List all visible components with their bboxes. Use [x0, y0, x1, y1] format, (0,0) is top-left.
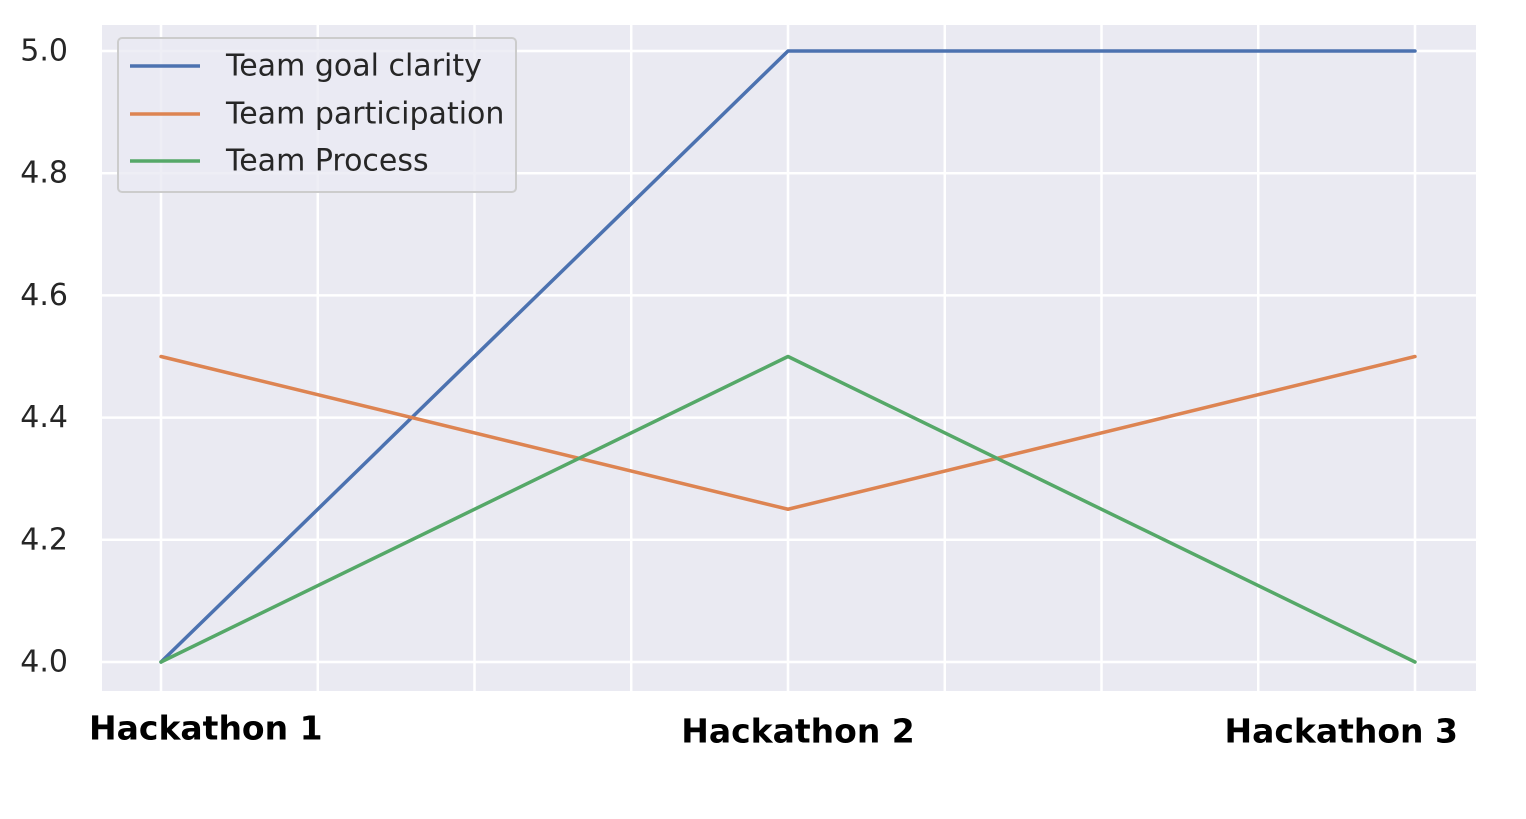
- legend-box: [117, 37, 517, 193]
- x-tick: Hackathon 2: [681, 712, 915, 751]
- y-tick: 5.0: [20, 34, 68, 69]
- x-axis-ticks: Hackathon 1 Hackathon 2 Hackathon 3: [89, 709, 1458, 751]
- series-line-team-participation: [159, 354, 1417, 511]
- y-tick-label: 5.0: [20, 34, 68, 69]
- y-tick-label: 4.4: [20, 400, 68, 435]
- y-tick: 4.0: [20, 645, 68, 680]
- y-axis-ticks: 4.0 4.2 4.4 4.6 4.8 5.0: [20, 34, 68, 680]
- x-tick-label: Hackathon 1: [89, 709, 323, 748]
- y-tick-label: 4.2: [20, 522, 68, 557]
- y-tick-label: 4.0: [20, 645, 68, 680]
- y-tick: 4.8: [20, 156, 68, 191]
- series-line-team-goal-clarity: [159, 49, 1417, 664]
- series-line-team-process: [159, 354, 1417, 664]
- y-tick-label: 4.6: [20, 278, 68, 313]
- x-tick-label: Hackathon 3: [1224, 712, 1458, 751]
- legend-label: Team participation: [225, 97, 504, 132]
- y-tick: 4.4: [20, 400, 68, 435]
- legend: Team goal clarity Team participation Team …: [117, 37, 517, 193]
- legend-label: Team Process: [225, 144, 429, 179]
- series-lines: [159, 49, 1417, 664]
- x-tick-label: Hackathon 2: [681, 712, 915, 751]
- x-tick: Hackathon 3: [1224, 712, 1458, 751]
- y-tick: 4.2: [20, 522, 68, 557]
- legend-label: Team goal clarity: [225, 49, 482, 84]
- y-tick-label: 4.8: [20, 156, 68, 191]
- y-tick: 4.6: [20, 278, 68, 313]
- x-tick: Hackathon 1: [89, 709, 323, 748]
